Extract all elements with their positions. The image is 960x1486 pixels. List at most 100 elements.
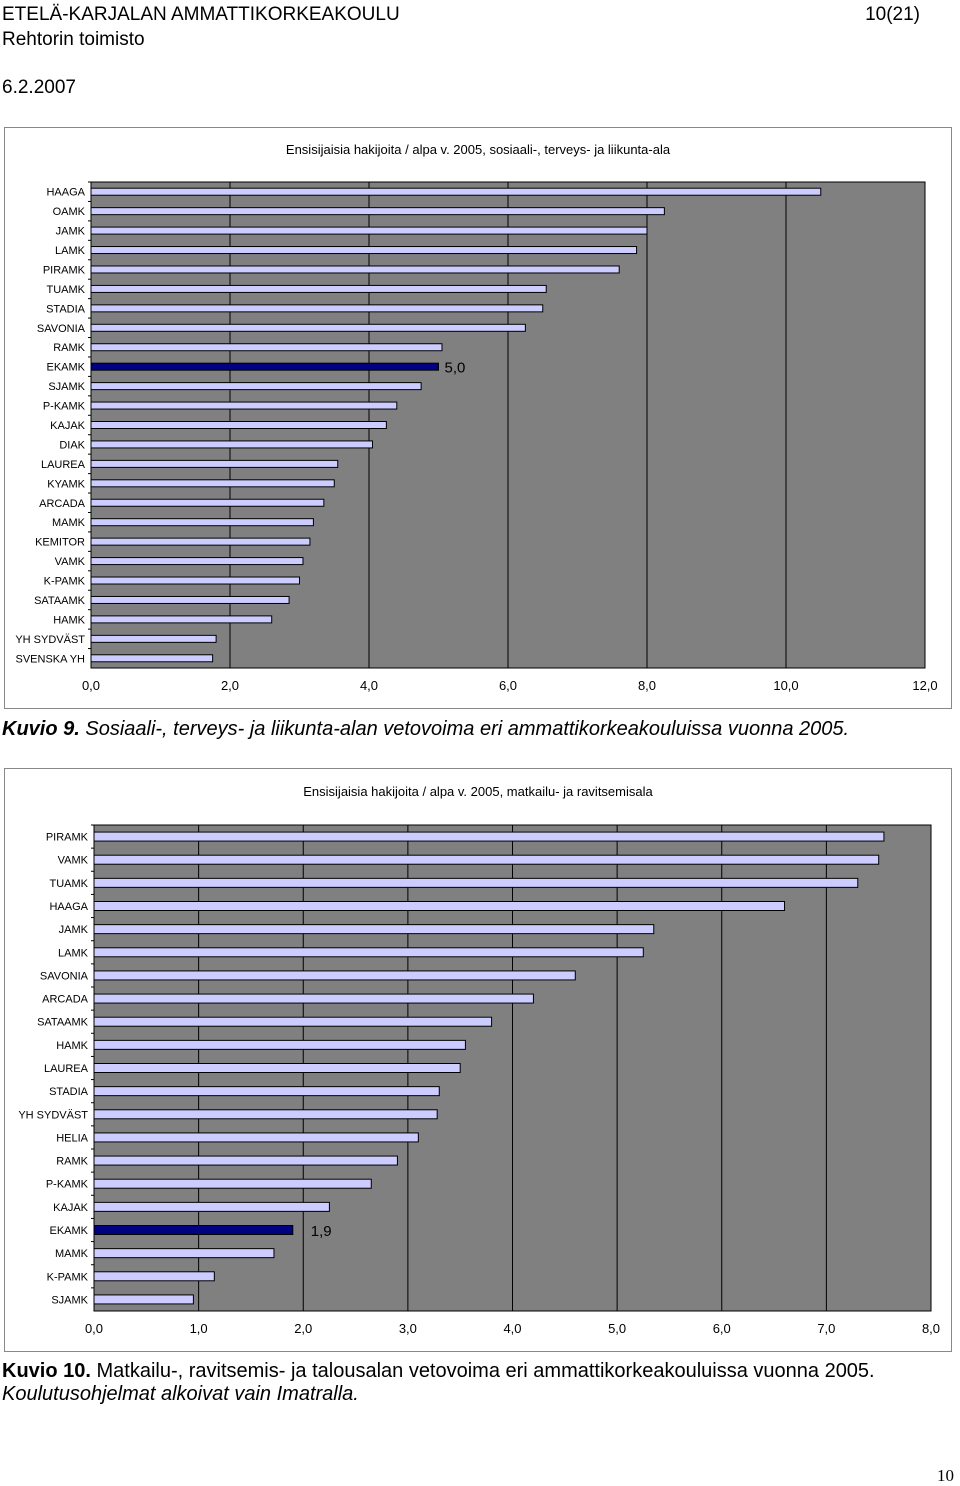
category-label: P-KAMK xyxy=(46,1179,89,1191)
caption-2-line-1: Kuvio 10. Matkailu-, ravitsemis- ja talo… xyxy=(2,1360,875,1383)
category-label: JAMK xyxy=(59,924,89,936)
category-label: K-PAMK xyxy=(47,1271,89,1283)
category-label: KEMITOR xyxy=(35,537,85,549)
bar xyxy=(93,1039,466,1050)
category-label: SAVONIA xyxy=(37,323,86,335)
caption-1-text: Sosiaali-, terveys- ja liikunta-alan vet… xyxy=(79,718,850,740)
category-label: LAMK xyxy=(58,947,89,959)
category-label: OAMK xyxy=(53,206,86,218)
x-tick-label: 2,0 xyxy=(294,1321,312,1336)
header-org: ETELÄ-KARJALAN AMMATTIKORKEAKOULU xyxy=(2,4,400,25)
bar xyxy=(90,304,544,313)
bar xyxy=(90,323,526,332)
category-label: PIRAMK xyxy=(46,832,89,844)
category-label: HAAGA xyxy=(46,187,85,199)
x-tick-label: 4,0 xyxy=(360,678,378,693)
caption-1: Kuvio 9. Sosiaali-, terveys- ja liikunta… xyxy=(2,718,849,741)
bar xyxy=(90,440,373,449)
category-label: HAMK xyxy=(56,1040,88,1052)
bar xyxy=(90,615,273,624)
bar xyxy=(90,343,443,352)
category-label: HAMK xyxy=(53,614,85,626)
category-label: LAMK xyxy=(55,245,86,257)
bar xyxy=(93,1271,215,1282)
x-tick-label: 12,0 xyxy=(912,678,937,693)
category-label: ARCADA xyxy=(42,994,89,1006)
category-label: P-KAMK xyxy=(43,401,86,413)
bar xyxy=(90,576,300,585)
bar xyxy=(90,459,339,468)
bar xyxy=(93,854,880,865)
category-label: TUAMK xyxy=(50,878,89,890)
bar xyxy=(93,1294,194,1305)
header-date: 6.2.2007 xyxy=(2,77,76,98)
category-label: HAAGA xyxy=(49,901,88,913)
bar xyxy=(90,284,547,293)
category-label: KYAMK xyxy=(47,478,85,490)
caption-2: Kuvio 10. Matkailu-, ravitsemis- ja talo… xyxy=(2,1360,875,1406)
caption-2-text: Matkailu-, ravitsemis- ja talousalan vet… xyxy=(90,1360,875,1382)
bar xyxy=(93,970,576,981)
bar xyxy=(93,877,859,888)
category-label: MAMK xyxy=(52,517,86,529)
bar xyxy=(90,498,325,507)
category-label: SVENSKA YH xyxy=(16,653,86,665)
category-label: RAMK xyxy=(53,342,85,354)
chart-2-title: Ensisijaisia hakijoita / alpa v. 2005, m… xyxy=(303,784,653,799)
category-label: DIAK xyxy=(59,439,85,451)
bar xyxy=(93,924,655,935)
bar xyxy=(90,595,290,604)
highlight-value-label: 5,0 xyxy=(445,360,466,377)
bar xyxy=(93,947,644,958)
category-label: JAMK xyxy=(56,226,86,238)
bar xyxy=(90,557,304,566)
category-label: STADIA xyxy=(46,303,86,315)
x-tick-label: 4,0 xyxy=(503,1321,521,1336)
category-label: K-PAMK xyxy=(44,576,86,588)
caption-2-line-2: Koulutusohjelmat alkoivat vain Imatralla… xyxy=(2,1383,359,1405)
bar xyxy=(90,382,422,391)
bar-highlight xyxy=(93,1225,294,1235)
bar xyxy=(93,1201,330,1212)
bar xyxy=(93,1086,440,1097)
header-page: 10(21) xyxy=(865,4,920,25)
x-tick-label: 2,0 xyxy=(221,678,239,693)
chart-1-title: Ensisijaisia hakijoita / alpa v. 2005, s… xyxy=(285,142,671,157)
bar xyxy=(90,654,214,663)
category-label: STADIA xyxy=(49,1086,89,1098)
caption-1-number: Kuvio 9. xyxy=(2,718,80,740)
bar xyxy=(90,634,217,643)
category-label: TUAMK xyxy=(47,284,86,296)
page-number: 10 xyxy=(937,1466,954,1485)
bar xyxy=(90,207,665,216)
bar xyxy=(93,1016,493,1027)
category-label: VAMK xyxy=(58,855,89,867)
x-tick-label: 8,0 xyxy=(638,678,656,693)
category-label: EKAMK xyxy=(49,1225,88,1237)
bar xyxy=(90,479,335,488)
bar xyxy=(90,421,387,429)
chart-1: Ensisijaisia hakijoita / alpa v. 2005, s… xyxy=(4,127,952,709)
bar xyxy=(90,265,620,274)
bar xyxy=(90,537,311,546)
x-tick-label: 7,0 xyxy=(817,1321,835,1336)
category-label: LAUREA xyxy=(41,459,86,471)
category-label: VAMK xyxy=(55,556,86,568)
x-tick-label: 0,0 xyxy=(82,678,100,693)
x-tick-label: 6,0 xyxy=(499,678,517,693)
x-tick-label: 6,0 xyxy=(713,1321,731,1336)
bar xyxy=(93,831,885,842)
bar xyxy=(93,1248,275,1259)
category-label: HELIA xyxy=(56,1132,88,1144)
chart-2: Ensisijaisia hakijoita / alpa v. 2005, m… xyxy=(4,768,952,1352)
x-tick-label: 3,0 xyxy=(399,1321,417,1336)
category-label: EKAMK xyxy=(46,362,85,374)
category-label: RAMK xyxy=(56,1156,88,1168)
bar-highlight xyxy=(90,362,439,371)
bar xyxy=(93,1155,398,1166)
bar xyxy=(93,901,786,911)
category-label: KAJAK xyxy=(53,1202,89,1214)
category-label: SATAAMK xyxy=(37,1017,89,1029)
category-label: SJAMK xyxy=(48,381,85,393)
category-label: PIRAMK xyxy=(43,264,86,276)
